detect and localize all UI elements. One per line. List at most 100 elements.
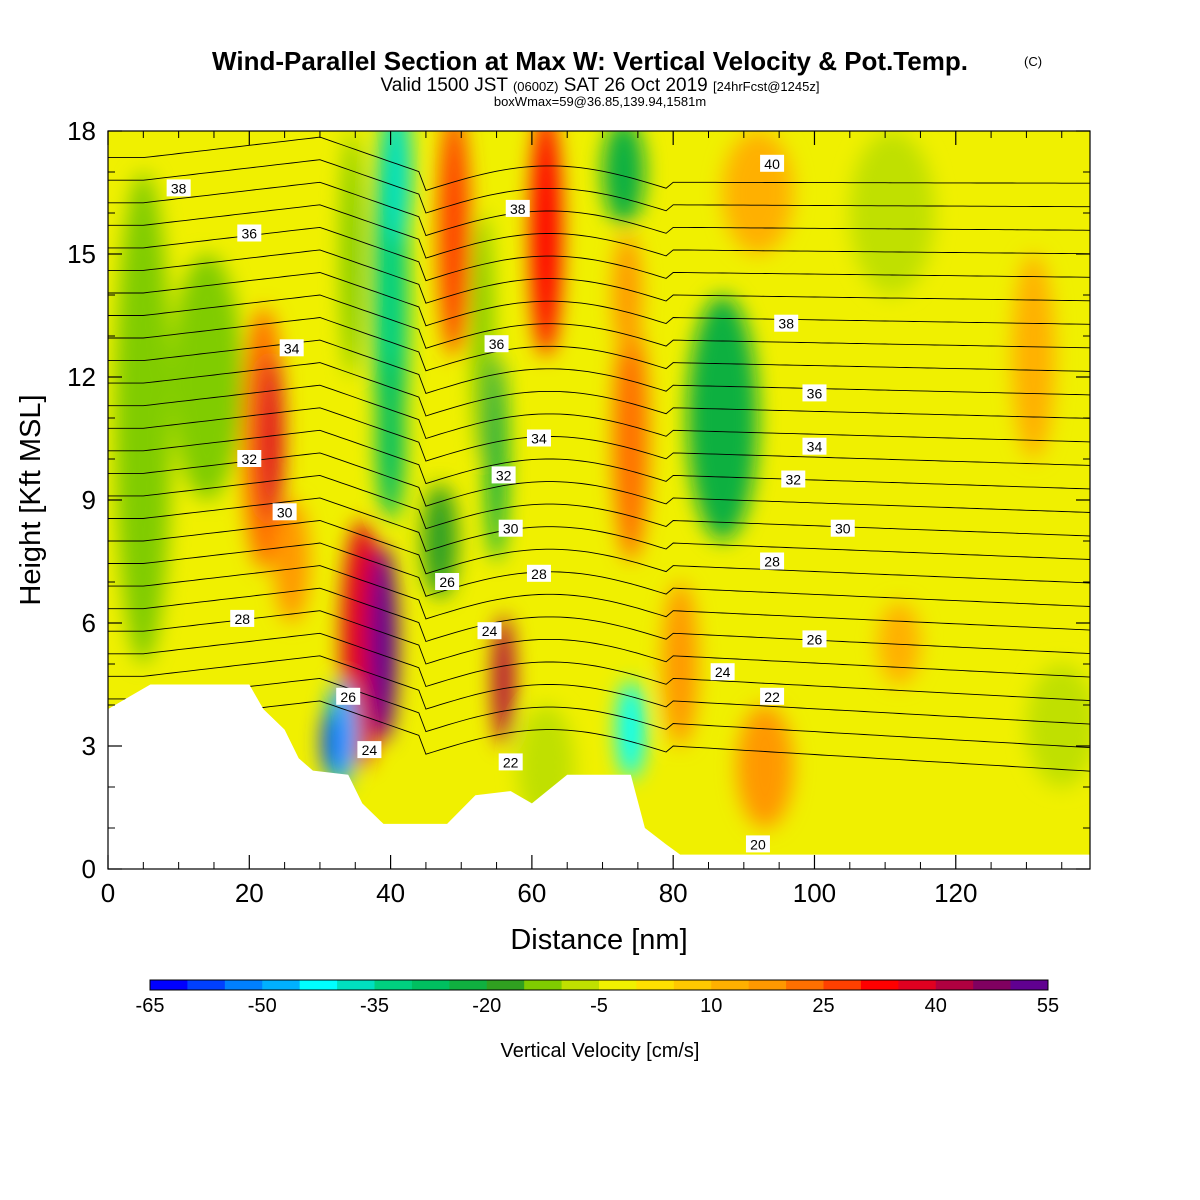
theta-label-box	[498, 753, 523, 771]
theta-contour	[108, 317, 1090, 372]
theta-contour	[108, 520, 1090, 584]
theta-label-box	[272, 503, 297, 521]
colorbar-swatch	[860, 980, 899, 990]
theta-label-text: 38	[778, 316, 794, 332]
w-region	[493, 614, 515, 747]
theta-label: 30	[830, 519, 855, 537]
theta-contour	[108, 565, 1090, 631]
box-wmax-subtitle: boxWmax=59@36.85,139.94,1581m	[494, 94, 706, 109]
theta-label: 24	[477, 622, 502, 640]
colorbar-swatch	[411, 980, 450, 990]
colorbar-swatch	[561, 980, 600, 990]
theta-label-box	[505, 199, 530, 217]
colorbar-swatch	[299, 980, 338, 990]
colorbar-tick-label: -35	[360, 995, 389, 1017]
theta-contour	[108, 587, 1090, 655]
theta-label-text: 28	[531, 566, 547, 582]
theta-label-text: 30	[277, 504, 293, 520]
valid-date: SAT 26 Oct 2019	[558, 75, 713, 96]
y-tick-label: 12	[67, 362, 96, 392]
w-region	[471, 213, 494, 459]
theta-label-text: 36	[489, 336, 505, 352]
theta-label-text: 24	[482, 623, 498, 639]
colorbar-tick-label: 25	[812, 995, 834, 1017]
colorbar-swatch	[449, 980, 488, 990]
colorbar-swatch	[748, 980, 787, 990]
colorbar-swatch	[374, 980, 413, 990]
theta-contour	[108, 542, 1090, 607]
theta-label: 24	[710, 663, 735, 681]
theta-label: 38	[166, 179, 191, 197]
theta-label-box	[760, 552, 785, 570]
theta-label-box	[237, 450, 262, 467]
theta-label: 28	[760, 552, 785, 570]
theta-label-text: 38	[171, 180, 187, 196]
theta-label-text: 34	[807, 439, 823, 455]
theta-label-box	[357, 741, 382, 759]
theta-label-box	[781, 470, 806, 488]
theta-label: 36	[237, 224, 262, 242]
theta-label: 26	[336, 687, 361, 705]
w-region	[849, 131, 935, 295]
copyright-mark: (C)	[1024, 54, 1042, 69]
w-region	[1026, 664, 1090, 787]
theta-label-box	[745, 835, 770, 853]
theta-contour	[108, 384, 1090, 443]
colorbar-swatch	[898, 980, 937, 990]
y-tick-label: 18	[67, 116, 96, 146]
theta-label: 22	[498, 753, 523, 771]
theta-label-text: 28	[764, 554, 780, 570]
y-tick-label: 0	[82, 854, 96, 884]
w-region	[422, 483, 458, 599]
colorbar-swatch	[486, 980, 525, 990]
colorbar-label: Vertical Velocity [cm/s]	[501, 1040, 700, 1062]
colorbar-ticks: -65 -50 -35 -20 -5 10 25 40 55	[136, 995, 1060, 1017]
theta-label: 28	[526, 564, 551, 582]
y-tick-label: 15	[67, 239, 96, 269]
theta-contour	[108, 429, 1090, 490]
theta-label: 22	[760, 687, 785, 705]
theta-label-text: 32	[242, 451, 258, 467]
theta-label-box	[477, 622, 502, 640]
theta-label-box	[279, 339, 304, 357]
x-axis: 0 20 40 60 80 100 120	[101, 131, 1063, 908]
theta-label-text: 32	[785, 472, 801, 488]
theta-label-text: 24	[362, 742, 378, 758]
y-axis: 0 36 9 12 15 18	[67, 116, 1090, 884]
theta-contour	[108, 181, 1090, 237]
theta-contour	[108, 655, 1090, 725]
theta-label-text: 24	[715, 664, 731, 680]
valid-z: (0600Z)	[513, 79, 559, 94]
colorbar-swatch	[636, 980, 675, 990]
w-region	[722, 131, 794, 254]
theta-label-box	[710, 663, 735, 681]
colorbar-swatch	[224, 980, 263, 990]
theta-label-box	[237, 224, 262, 242]
colorbar-swatch	[524, 980, 563, 990]
theta-contour	[108, 339, 1090, 396]
x-axis-label: Distance [nm]	[510, 924, 687, 956]
colorbar-swatch	[973, 980, 1012, 990]
colorbar	[149, 979, 1049, 991]
theta-label-text: 30	[835, 521, 851, 537]
w-region	[438, 131, 470, 357]
theta-label-text: 36	[242, 226, 258, 242]
w-region	[616, 680, 645, 779]
theta-label: 38	[774, 314, 799, 332]
theta-label: 40	[760, 154, 785, 172]
w-region	[736, 705, 794, 828]
w-region	[662, 582, 698, 746]
colorbar-swatch	[935, 980, 974, 990]
y-tick-label: 9	[82, 485, 96, 515]
theta-contour	[108, 362, 1090, 419]
theta-label-text: 38	[510, 201, 526, 217]
theta-label-box	[802, 437, 827, 455]
theta-label-text: 36	[807, 385, 823, 401]
theta-label: 26	[802, 630, 827, 648]
colorbar-frame	[149, 979, 1049, 991]
colorbar-swatch	[599, 980, 637, 990]
colorbar-swatch	[337, 980, 375, 990]
valid-time-line: Valid 1500 JST (0600Z) SAT 26 Oct 2019 […	[381, 75, 820, 96]
theta-label-box	[774, 314, 799, 332]
